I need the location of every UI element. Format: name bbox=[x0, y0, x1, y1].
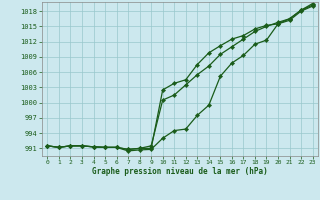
X-axis label: Graphe pression niveau de la mer (hPa): Graphe pression niveau de la mer (hPa) bbox=[92, 167, 268, 176]
